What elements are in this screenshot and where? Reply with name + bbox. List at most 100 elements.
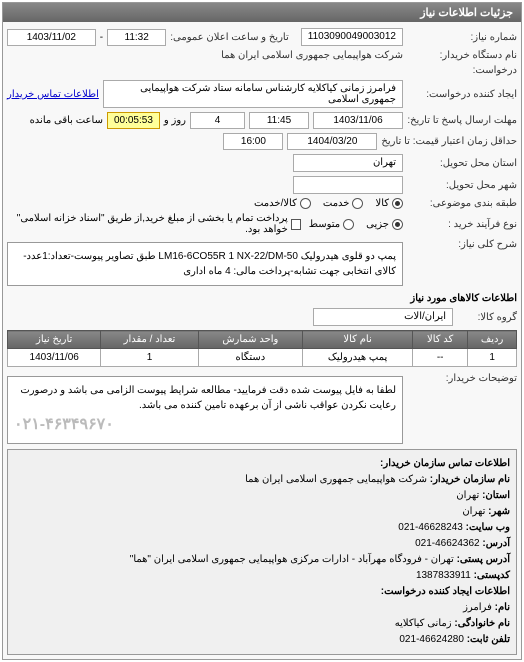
row-creator: ایجاد کننده درخواست: فرامرز زمانی کیاکلا…	[7, 78, 517, 110]
buyer-org-value: شرکت هواپیمایی جمهوری اسلامی ایران هما	[7, 50, 403, 61]
remain-label: ساعت باقی مانده	[30, 115, 103, 126]
col-row: ردیف	[468, 331, 517, 349]
deadline-label: مهلت ارسال پاسخ تا تاریخ:	[407, 115, 517, 126]
org-val: شرکت هواپیمایی جمهوری اسلامی ایران هما	[245, 474, 427, 485]
radio-icon	[352, 198, 363, 209]
radio-icon	[300, 198, 311, 209]
name-lbl: نام:	[495, 602, 510, 613]
watermark-phone: ۰۲۱-۴۶۳۴۹۶۷۰	[14, 413, 396, 437]
row-notes: توضیحات خریدار: لطفا به فایل پیوست شده د…	[7, 371, 517, 449]
buy-type-label: نوع فرآیند خرید :	[407, 219, 517, 230]
cell-qty: 1	[101, 349, 198, 367]
buyer-org-label: نام دستگاه خریدار:	[407, 50, 517, 61]
group-value: ایران/الات	[313, 308, 453, 326]
contact-info-link[interactable]: اطلاعات تماس خریدار	[7, 89, 99, 100]
class-radio-both[interactable]: کالا/خدمت	[254, 198, 311, 209]
announce-time: 11:32	[107, 29, 166, 46]
radio-icon	[392, 198, 403, 209]
panel-body: شماره نیاز: 1103090049003012 تاریخ و ساع…	[3, 22, 521, 659]
prov-val: تهران	[456, 490, 479, 501]
province-label: استان محل تحویل:	[407, 158, 517, 169]
table-header-row: ردیف کد کالا نام کالا واحد شمارش تعداد /…	[8, 331, 517, 349]
row-request: درخواست:	[7, 63, 517, 78]
row-deadline: مهلت ارسال پاسخ تا تاریخ: 1403/11/06 11:…	[7, 110, 517, 131]
col-name: نام کالا	[303, 331, 413, 349]
need-no-value: 1103090049003012	[301, 28, 403, 46]
name-val: فرامرز	[463, 602, 492, 613]
row-province: استان محل تحویل: تهران	[7, 152, 517, 174]
radio-icon	[343, 219, 354, 230]
fam-lbl: نام خانوادگی:	[454, 618, 510, 629]
announce-date: 1403/11/02	[7, 29, 96, 46]
price-valid-label: حداقل زمان اعتبار قیمت: تا تاریخ	[381, 136, 517, 147]
row-price-valid: حداقل زمان اعتبار قیمت: تا تاریخ 1404/03…	[7, 131, 517, 152]
addr-val: 46624362-021	[415, 538, 480, 549]
price-valid-time: 16:00	[223, 133, 283, 150]
deadline-date: 1403/11/06	[313, 112, 403, 129]
web-lbl: وب سایت:	[466, 522, 510, 533]
days-label: روز و	[164, 115, 186, 126]
row-class: طبقه بندی موضوعی: کالا خدمت کالا/خدمت	[7, 196, 517, 211]
prov-lbl: استان:	[482, 490, 510, 501]
row-group: گروه کالا: ایران/الات	[7, 306, 517, 328]
cell-date: 1403/11/06	[8, 349, 101, 367]
group-label: گروه کالا:	[457, 312, 517, 323]
buy-type-radio-group: جزیی متوسط	[309, 219, 403, 230]
row-description: شرح کلی نیاز: پمپ دو قلوی هیدرولیک LM16-…	[7, 237, 517, 291]
checkbox-icon	[291, 219, 301, 230]
deadline-time: 11:45	[249, 112, 309, 129]
row-need-no: شماره نیاز: 1103090049003012 تاریخ و ساع…	[7, 26, 517, 48]
col-qty: تعداد / مقدار	[101, 331, 198, 349]
tel-lbl: تلفن ثابت:	[467, 634, 510, 645]
city-value	[293, 176, 403, 194]
payment-checkbox[interactable]: پرداخت تمام یا بخشی از مبلغ خرید,از طریق…	[7, 213, 301, 235]
radio-icon	[392, 219, 403, 230]
main-panel: جزئیات اطلاعات نیاز شماره نیاز: 11030900…	[2, 2, 522, 660]
post-lbl: آدرس پستی:	[457, 554, 510, 565]
cell-row: 1	[468, 349, 517, 367]
class-radio-group: کالا خدمت کالا/خدمت	[254, 198, 403, 209]
table-row[interactable]: 1 -- پمپ هیدرولیک دستگاه 1 1403/11/06	[8, 349, 517, 367]
class-radio-goods[interactable]: کالا	[375, 198, 403, 209]
notes-text: لطفا به فایل پیوست شده دقت فرمایید- مطال…	[20, 385, 396, 411]
city-val: تهران	[462, 506, 485, 517]
col-unit: واحد شمارش	[198, 331, 302, 349]
creator-label: ایجاد کننده درخواست:	[407, 89, 517, 100]
class-label: طبقه بندی موضوعی:	[407, 198, 517, 209]
countdown-timer: 00:05:53	[107, 112, 160, 129]
cell-code: --	[413, 349, 468, 367]
addr-lbl: آدرس:	[482, 538, 510, 549]
panel-title: جزئیات اطلاعات نیاز	[3, 3, 521, 22]
class-radio-service[interactable]: خدمت	[323, 198, 364, 209]
buy-radio-low[interactable]: جزیی	[366, 219, 403, 230]
province-value: تهران	[293, 154, 403, 172]
creator-value: فرامرز زمانی کیاکلایه کارشناس سامانه ستا…	[103, 80, 403, 108]
cell-unit: دستگاه	[198, 349, 302, 367]
notes-box: لطفا به فایل پیوست شده دقت فرمایید- مطال…	[7, 376, 403, 444]
web-val: 46628243-021	[398, 522, 463, 533]
col-date: تاریخ نیاز	[8, 331, 101, 349]
notes-label: توضیحات خریدار:	[407, 373, 517, 384]
post-val: تهران - فرودگاه مهرآباد - ادارات مرکزی ه…	[130, 554, 454, 565]
desc-label: شرح کلی نیاز:	[407, 239, 517, 250]
city-lbl: شهر:	[488, 506, 510, 517]
row-buyer-org: نام دستگاه خریدار: شرکت هواپیمایی جمهوری…	[7, 48, 517, 63]
price-valid-date: 1404/03/20	[287, 133, 377, 150]
days-remaining: 4	[190, 112, 245, 129]
creator-header: اطلاعات ایجاد کننده درخواست:	[381, 586, 510, 597]
need-no-label: شماره نیاز:	[407, 32, 517, 43]
buy-radio-mid[interactable]: متوسط	[309, 219, 354, 230]
desc-text: پمپ دو قلوی هیدرولیک LM16-6CO55R 1 NX-22…	[7, 242, 403, 286]
fam-val: زمانی کیاکلایه	[395, 618, 452, 629]
city-label: شهر محل تحویل:	[407, 180, 517, 191]
dash: -	[100, 32, 103, 43]
cell-name: پمپ هیدرولیک	[303, 349, 413, 367]
goods-section-label: اطلاعات کالاهای مورد نیاز	[7, 291, 517, 306]
col-code: کد کالا	[413, 331, 468, 349]
contact-block: اطلاعات تماس سازمان خریدار: نام سازمان خ…	[7, 449, 517, 655]
request-label: درخواست:	[407, 65, 517, 76]
announce-label: تاریخ و ساعت اعلان عمومی:	[170, 32, 289, 43]
row-city: شهر محل تحویل:	[7, 174, 517, 196]
contact-header: اطلاعات تماس سازمان خریدار:	[380, 458, 510, 469]
org-lbl: نام سازمان خریدار:	[430, 474, 510, 485]
